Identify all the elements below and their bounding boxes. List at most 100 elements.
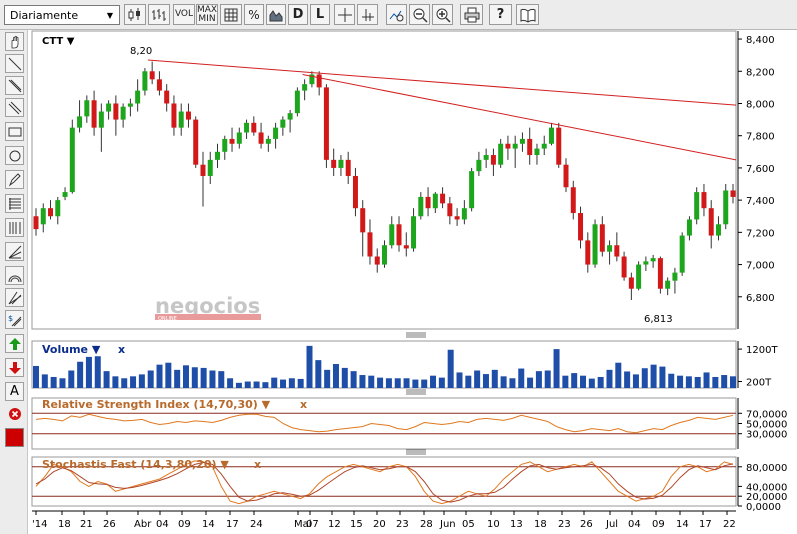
buy-arrow-button[interactable] — [5, 334, 24, 353]
candle-body — [534, 148, 540, 156]
percent-label: % — [248, 7, 260, 22]
red-down-arrow-icon — [8, 361, 21, 374]
volume-bar — [253, 381, 260, 388]
rsi-close-button[interactable]: x — [300, 398, 307, 411]
cursor-info-button[interactable] — [357, 4, 378, 25]
rectangle-tool-button[interactable] — [5, 122, 24, 141]
candle-body — [447, 203, 453, 217]
stoch-tick-label: 20,0000 — [746, 492, 787, 503]
candle-body — [548, 127, 554, 144]
zoom-out-icon — [413, 8, 428, 23]
color-picker-button[interactable] — [5, 428, 24, 447]
candle-body — [156, 79, 162, 91]
volume-bar — [288, 378, 295, 388]
candle-body — [490, 155, 496, 165]
line-icon — [8, 57, 21, 70]
crosshair-icon — [337, 7, 352, 22]
candlestick-chart-button[interactable] — [124, 4, 146, 25]
candle-body — [389, 224, 395, 246]
chart-area[interactable]: 8,400 8,200 8,000 7,800 7,600 7,400 7,200 7,000… — [30, 30, 797, 534]
area-chart-button[interactable] — [266, 4, 286, 25]
sell-arrow-button[interactable] — [5, 358, 24, 377]
grid-toggle-button[interactable] — [220, 4, 242, 25]
gann-fan-button[interactable] — [5, 288, 24, 307]
book-icon — [520, 8, 535, 23]
volume-bar — [315, 360, 322, 388]
candle-body — [55, 200, 61, 217]
panel-splitter-2[interactable] — [406, 389, 426, 395]
candle-body — [294, 90, 300, 114]
dollar-tool-button[interactable]: $ — [5, 310, 24, 329]
candle-body — [200, 164, 206, 176]
stoch-tick-label: 40,0000 — [746, 482, 787, 493]
candle-body — [302, 84, 308, 91]
delete-drawings-button[interactable] — [5, 404, 24, 423]
line-tool-button[interactable] — [5, 54, 24, 73]
candle-body — [723, 190, 729, 225]
volume-bar — [77, 361, 84, 388]
candle-body — [592, 224, 598, 265]
volume-bar — [121, 378, 128, 388]
candle-body — [149, 71, 155, 80]
zoom-in-button[interactable] — [432, 4, 453, 25]
zoom-out-button[interactable] — [409, 4, 430, 25]
panel-splitter-1[interactable] — [406, 332, 426, 338]
fibonacci-arc-button[interactable] — [5, 266, 24, 285]
volume-bar — [703, 372, 710, 388]
volume-bar — [271, 377, 278, 388]
channel-tool-button[interactable] — [5, 98, 24, 117]
pencil-tool-button[interactable] — [5, 170, 24, 189]
pan-tool-button[interactable] — [5, 32, 24, 51]
volume-toggle-button[interactable]: VOL — [173, 4, 195, 25]
max-min-button[interactable]: MAX MIN — [196, 4, 218, 25]
log-scale-button[interactable]: L — [310, 4, 330, 25]
candle-body — [454, 216, 460, 220]
percent-scale-button[interactable]: % — [244, 4, 264, 25]
x-tick-label: 18 — [58, 519, 71, 530]
volume-bar — [694, 376, 701, 388]
fibonacci-timezones-button[interactable] — [5, 218, 24, 237]
volume-close-button[interactable]: x — [118, 343, 125, 356]
rsi-title: Relative Strength Index (14,70,30) ▼ — [42, 398, 271, 411]
chevron-down-icon: ▼ — [106, 11, 114, 20]
ellipse-tool-button[interactable] — [5, 146, 24, 165]
book-button[interactable] — [516, 4, 539, 25]
x-tick-label: 10 — [487, 519, 500, 530]
candle-body — [578, 213, 584, 241]
help-button[interactable]: ? — [489, 4, 512, 25]
print-button[interactable] — [460, 4, 483, 25]
bar-chart-type-button[interactable] — [148, 4, 170, 25]
x-tick-label: Abr — [134, 519, 152, 530]
volume-bar — [580, 375, 587, 388]
trendline-2 — [302, 74, 737, 161]
text-tool-button[interactable]: A — [5, 382, 24, 401]
period-select[interactable]: Diariamente ▼ — [4, 5, 120, 25]
volume-bar — [182, 365, 189, 388]
panel-splitter-3[interactable] — [406, 449, 426, 455]
volume-bar — [447, 349, 454, 388]
candle-body — [382, 245, 387, 265]
channel-icon — [8, 101, 21, 114]
volume-bar — [324, 369, 331, 388]
volume-bar — [130, 376, 137, 388]
linear-scale-button[interactable]: D — [288, 4, 308, 25]
help-icon: ? — [496, 7, 505, 22]
crosshair-button[interactable] — [334, 4, 355, 25]
candle-body — [686, 219, 692, 236]
x-tick-label: 15 — [350, 519, 363, 530]
volume-bar — [712, 376, 719, 388]
stoch-close-button[interactable]: x — [254, 458, 261, 471]
volume-bar — [235, 382, 242, 388]
zoom-chart-button[interactable] — [386, 4, 407, 25]
volume-bar — [403, 378, 410, 388]
volume-bar — [262, 382, 269, 388]
price-tick-label: 7,400 — [746, 196, 775, 207]
x-tick-label: 22 — [723, 519, 736, 530]
volume-bar — [368, 375, 375, 388]
candle-body — [570, 187, 576, 214]
fibonacci-retracement-button[interactable] — [5, 194, 24, 213]
ray-tool-button[interactable] — [5, 76, 24, 95]
x-tick-label: '14 — [32, 519, 47, 530]
fibonacci-fan-button[interactable] — [5, 242, 24, 261]
